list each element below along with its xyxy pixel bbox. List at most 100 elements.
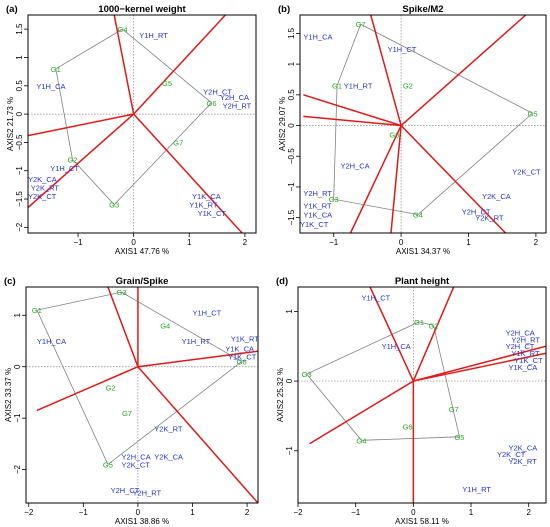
environment-label: Y1K_RT (189, 201, 218, 210)
genotype-label: G5 (528, 109, 538, 118)
genotype-label: G2 (403, 82, 413, 91)
environment-label: Y1K_RT (303, 201, 332, 210)
sector-ray-4 (413, 352, 546, 382)
genotype-label: G7 (449, 405, 459, 414)
environment-label: Y2H_RT (303, 189, 332, 198)
panel-2: G1 G2 G3 G4 G5 G6 G7 Y1H_CA Y1H_CT Y1H_RT Y2H_CA Y2… (278, 4, 547, 256)
panel-title: Spike/M2 (402, 4, 443, 15)
x-tick-label: −1 (79, 508, 89, 517)
y-tick-label: 1 (285, 309, 294, 314)
genotype-label: G4 (413, 211, 423, 220)
x-axis-title: AXIS1 58.11 % (395, 517, 449, 526)
environment-label: Y1K_CA (192, 192, 221, 201)
environment-label: Y2K_CT (512, 168, 541, 177)
environment-label: Y1K_RT (511, 349, 540, 358)
x-tick-label: −1 (73, 238, 83, 247)
genotype-label: G2 (106, 383, 116, 392)
environment-label: Y1H_CT (192, 309, 221, 318)
panel-3: G1 G2 G3 G4 G5 G6 G7 Y1H_CT Y1H_CA Y1H_RT Y1K_RT Y1… (4, 276, 259, 526)
environment-label: Y1H_CA (303, 32, 332, 41)
convex-hull-polygon (306, 321, 460, 441)
environment-label: Y2K_CA (482, 192, 511, 201)
environment-label: Y1H_CA (37, 337, 66, 346)
genotype-label: G2 (67, 155, 77, 164)
environment-label: Y1H_RT (139, 31, 168, 40)
environment-label: Y2K_CT (122, 460, 151, 469)
x-tick-label: 1 (469, 508, 474, 517)
environment-label: Y2K_CA (154, 453, 183, 462)
x-axis-title: AXIS1 47.76 % (115, 247, 169, 256)
environment-label: Y1K_CT (514, 356, 543, 365)
environment-label: Y2K_CA (509, 443, 538, 452)
sector-ray-3 (349, 125, 402, 233)
environment-label: Y2H_CA (122, 453, 151, 462)
y-tick-label: 0 (287, 123, 296, 128)
sector-ray-2 (412, 287, 455, 382)
genotype-label: G7 (173, 138, 183, 147)
sector-ray-4 (133, 113, 243, 233)
y-tick-label: −2 (13, 464, 22, 474)
genotype-label: G1 (332, 82, 342, 91)
x-tick-label: 1 (187, 238, 192, 247)
environment-label: Y1K_CT (198, 209, 227, 218)
x-tick-label: 2 (243, 238, 248, 247)
y-tick-label: −1 (13, 413, 22, 423)
y-tick-label: 1 (287, 61, 296, 66)
genotype-label: G3 (117, 288, 127, 297)
genotype-label: G4 (160, 322, 170, 331)
environment-label: Y1K_RT (231, 334, 260, 343)
panel-title: Plant height (395, 276, 450, 287)
y-axis-title: AXIS2 21.73 % (6, 97, 15, 151)
environment-label: Y1H_RT (344, 82, 373, 91)
genotype-label: G7 (122, 409, 132, 418)
y-tick-label: 0 (15, 111, 24, 116)
environment-label: Y2K_RT (31, 184, 60, 193)
y-tick-label: −1.5 (287, 209, 296, 225)
genotype-label: G2 (429, 321, 439, 330)
genotype-label: G3 (109, 201, 119, 210)
x-tick-label: 2 (534, 238, 539, 247)
genotype-label: G5 (103, 460, 113, 469)
environment-label: Y2K_RT (154, 424, 183, 433)
sector-ray-2 (303, 115, 402, 127)
plot-frame (25, 286, 259, 504)
x-tick-label: −2 (24, 508, 34, 517)
y-tick-label: −1 (15, 166, 24, 176)
panel-1: G1G2G3G4G5G6G7Y1H_RTY1H_CAY1H_CTY2K_CAY2… (6, 4, 257, 256)
plot-frame (297, 286, 547, 504)
y-tick-label: −1 (287, 182, 296, 192)
genotype-label: G4 (118, 25, 128, 34)
genotype-label: G1 (32, 306, 42, 315)
sector-ray-4 (390, 125, 402, 233)
y-tick-label: −2 (15, 222, 24, 232)
environment-label: Y2K_CA (28, 175, 57, 184)
sector-ray-4 (36, 366, 139, 412)
sector-ray-3 (137, 366, 258, 503)
y-tick-label: −0.5 (287, 148, 296, 164)
panel-letter: (c) (4, 276, 16, 287)
genotype-label: G4 (356, 436, 366, 445)
y-axis-title: AXIS2 33.37 % (4, 368, 13, 422)
x-tick-label: −1 (329, 238, 339, 247)
sector-ray-2 (137, 350, 258, 368)
environment-label: Y1K_CA (225, 345, 254, 354)
sector-ray-7 (370, 15, 402, 126)
sector-ray-3 (413, 345, 546, 382)
environment-label: Y1K_CA (509, 363, 538, 372)
environment-label: Y2H_CA (506, 328, 535, 337)
genotype-label: G6 (403, 422, 413, 431)
x-axis-title: AXIS1 34.37 % (396, 247, 450, 256)
environment-label: Y2H_RT (223, 102, 252, 111)
genotype-label: G3 (329, 195, 339, 204)
genotype-label: G7 (356, 20, 366, 29)
environment-label: Y1H_CA (382, 342, 411, 351)
environment-label: Y2H_CA (220, 93, 249, 102)
environment-label: Y2K_RT (509, 457, 538, 466)
y-tick-label: 0.5 (287, 89, 296, 101)
sector-ray-5 (28, 113, 135, 209)
genotype-label: G3 (302, 370, 312, 379)
environment-label: Y2H_CA (340, 161, 369, 170)
environment-label: Y2H_CT (462, 208, 491, 217)
